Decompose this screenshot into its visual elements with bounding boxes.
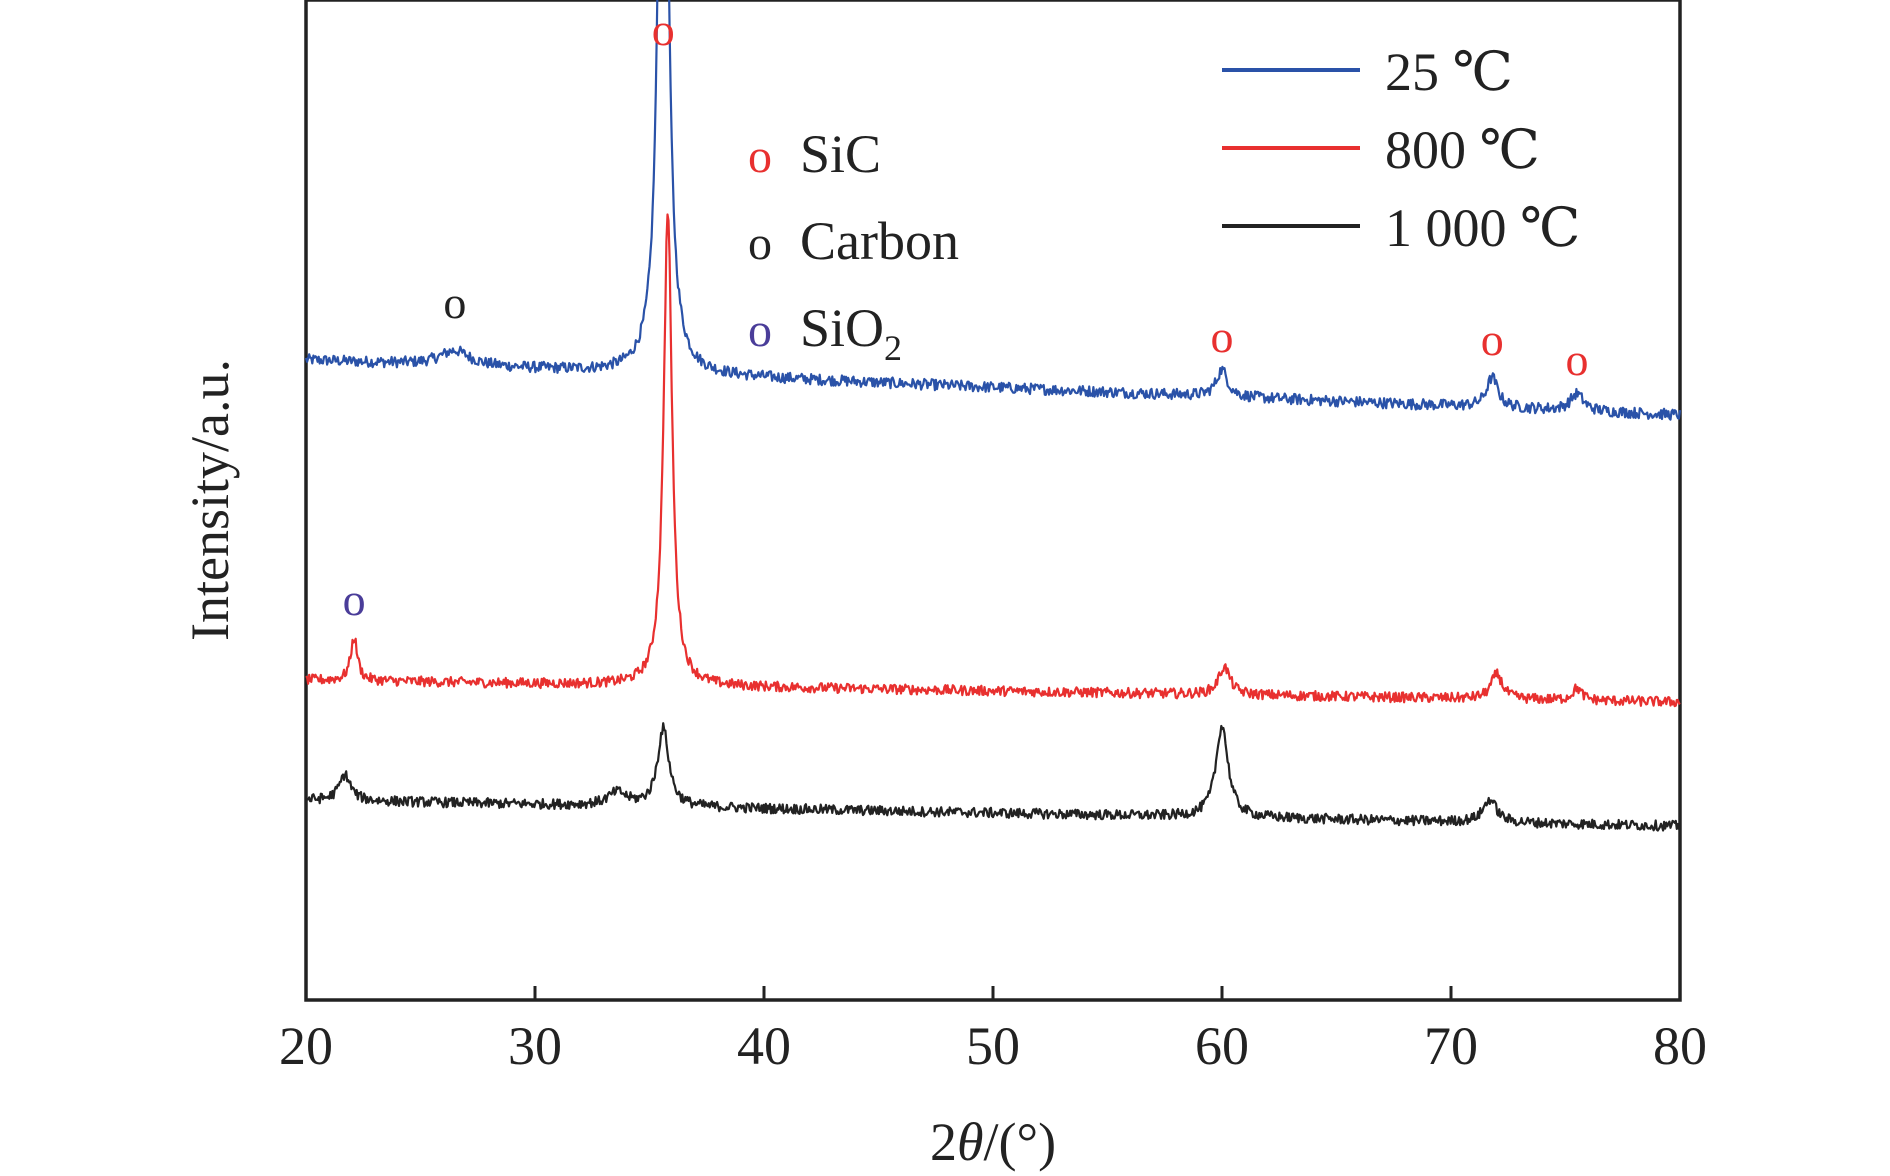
- phase-label-0: SiC: [800, 124, 881, 184]
- x-tick-label-4: 60: [1195, 1016, 1249, 1076]
- legend-label-1: 800 ℃: [1385, 120, 1540, 180]
- x-axis-label: 2θ/(°): [930, 1112, 1056, 1172]
- peak-marker-5: o: [343, 574, 366, 625]
- phase-symbol-0: o: [748, 130, 772, 183]
- peak-marker-layer: ooo o oo: [343, 4, 1589, 625]
- x-tick-label-0: 20: [279, 1016, 333, 1076]
- legend-label-0: 25 ℃: [1385, 42, 1513, 102]
- y-axis-label: Intensity/a.u.: [180, 359, 240, 641]
- series-line-1: [305, 213, 1681, 708]
- x-tick-label-1: 30: [508, 1016, 562, 1076]
- phase-symbol-2: o: [748, 304, 772, 357]
- peak-marker-4: o: [1565, 334, 1588, 385]
- x-tick-label-3: 50: [966, 1016, 1020, 1076]
- phase-label-2: SiO2: [800, 298, 902, 368]
- series-layer: [304, 0, 1682, 832]
- peak-marker-2: o: [1211, 311, 1234, 362]
- peak-marker-1: o: [443, 277, 466, 328]
- series-line-2: [305, 722, 1681, 832]
- peak-marker-0: o: [652, 4, 675, 55]
- legend-label-2: 1 000 ℃: [1385, 198, 1580, 258]
- series-legend: 25 ℃ 800 ℃ 1 000 ℃: [1222, 42, 1580, 258]
- series-line-0: [304, 0, 1682, 421]
- x-tick-label-5: 70: [1424, 1016, 1478, 1076]
- x-tick-label-2: 40: [737, 1016, 791, 1076]
- x-tick-label-6: 80: [1653, 1016, 1707, 1076]
- peak-marker-3: o: [1481, 314, 1504, 365]
- phase-symbol-1: o: [748, 217, 772, 270]
- phase-label-1: Carbon: [800, 211, 959, 271]
- x-axis: 20 30 40 50 60 70 80: [279, 986, 1707, 1076]
